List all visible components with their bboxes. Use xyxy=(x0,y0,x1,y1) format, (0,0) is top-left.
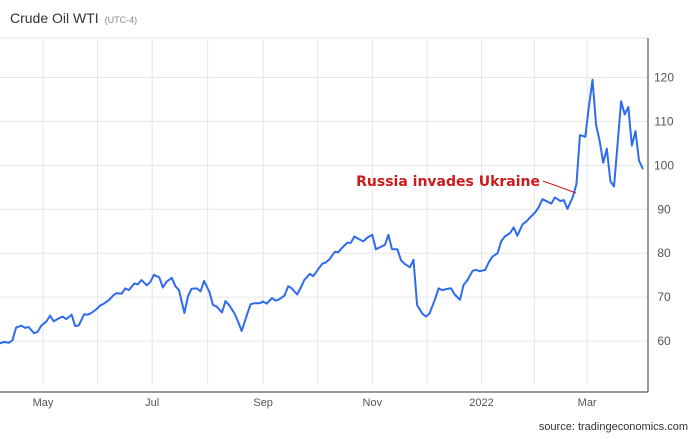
y-tick-label: 70 xyxy=(657,290,671,304)
series-layer xyxy=(0,78,644,345)
vertical-gridlines xyxy=(42,38,588,385)
x-axis-ticks: May Jul Sep Nov 2022 Mar xyxy=(33,397,597,409)
y-tick-label: 100 xyxy=(654,158,674,172)
x-tick-label: Mar xyxy=(578,397,597,409)
horizontal-gridlines xyxy=(0,37,648,342)
y-tick-label: 110 xyxy=(654,114,673,128)
annotation-label: Russia invades Ukraine xyxy=(356,174,540,190)
x-tick-label: 2022 xyxy=(469,397,493,409)
y-tick-label: 80 xyxy=(657,246,671,260)
y-tick-label: 90 xyxy=(657,202,671,216)
y-tick-label: 60 xyxy=(657,334,671,348)
annotation-layer: Russia invades Ukraine xyxy=(356,174,577,194)
x-tick-label: Nov xyxy=(363,397,383,409)
x-tick-label: Jul xyxy=(145,397,159,409)
y-axis-ticks: 60 70 80 90 100 110 120 xyxy=(654,71,674,349)
y-tick-label: 120 xyxy=(654,71,674,85)
source-credit: source: tradingeconomics.com xyxy=(538,421,688,433)
x-tick-label: Sep xyxy=(253,397,273,409)
price-series-line xyxy=(0,78,644,345)
annotation-leader-line xyxy=(542,180,577,194)
axes xyxy=(0,38,649,393)
x-tick-label: May xyxy=(33,397,54,409)
timezone-label: (UTC-4) xyxy=(104,15,138,25)
chart-title-text: Crude Oil WTI xyxy=(10,10,99,26)
chart-title: Crude Oil WTI (UTC-4) xyxy=(10,10,137,26)
